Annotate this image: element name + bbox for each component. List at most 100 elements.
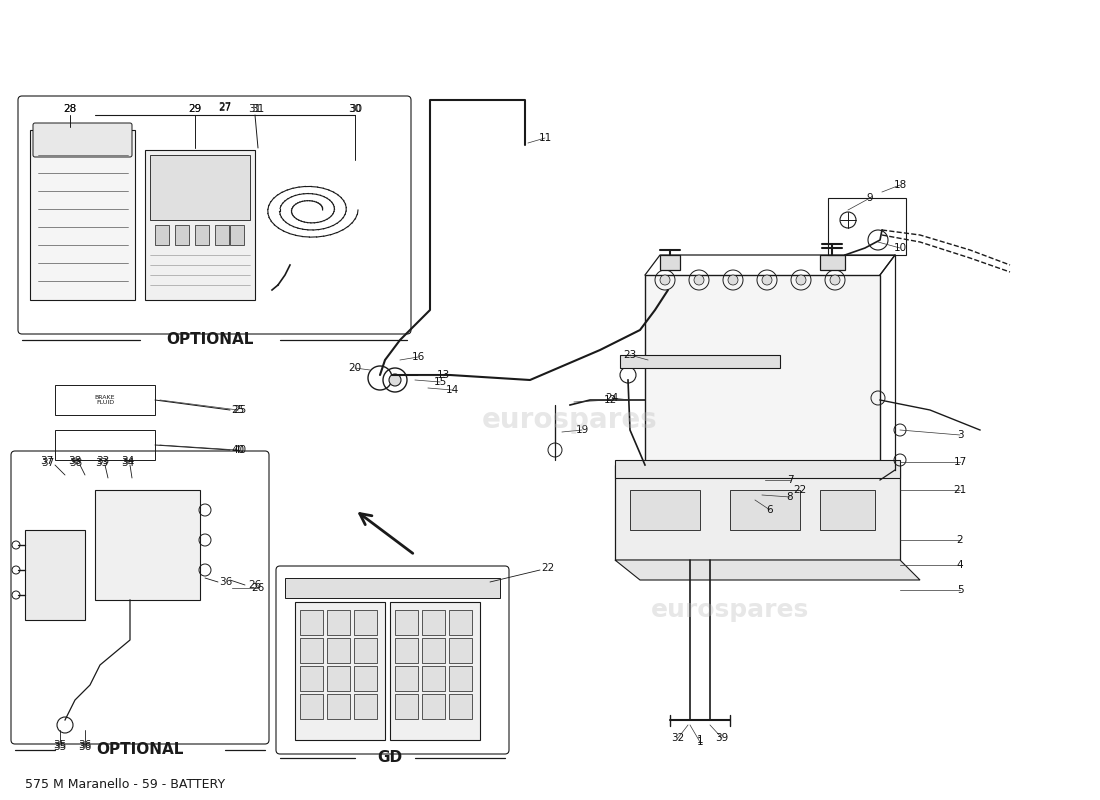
Text: 36: 36 xyxy=(78,740,91,750)
Text: 40: 40 xyxy=(231,445,244,455)
Bar xyxy=(395,610,418,635)
Text: 9: 9 xyxy=(867,193,873,203)
Circle shape xyxy=(728,275,738,285)
Text: 22: 22 xyxy=(793,485,806,495)
Text: 34: 34 xyxy=(121,456,134,466)
Text: 21: 21 xyxy=(954,485,967,495)
Text: 2: 2 xyxy=(957,535,964,545)
Circle shape xyxy=(762,275,772,285)
Bar xyxy=(390,602,480,740)
Bar xyxy=(730,490,800,530)
Bar xyxy=(155,225,169,245)
Text: 23: 23 xyxy=(624,350,637,360)
Text: 29: 29 xyxy=(188,104,201,114)
Text: 22: 22 xyxy=(541,563,554,573)
Bar xyxy=(395,638,418,663)
Text: 11: 11 xyxy=(538,133,551,143)
Text: 15: 15 xyxy=(433,377,447,387)
Circle shape xyxy=(796,275,806,285)
Text: 4: 4 xyxy=(957,560,964,570)
Bar xyxy=(449,666,472,691)
Text: 24: 24 xyxy=(605,393,618,403)
FancyBboxPatch shape xyxy=(33,123,132,157)
Circle shape xyxy=(694,275,704,285)
Text: 20: 20 xyxy=(349,363,362,373)
Text: 25: 25 xyxy=(231,405,244,415)
Text: 1: 1 xyxy=(696,735,703,745)
Text: 8: 8 xyxy=(786,492,793,502)
Text: 31: 31 xyxy=(252,104,265,114)
Bar xyxy=(620,355,780,368)
Text: 26: 26 xyxy=(249,580,262,590)
Bar xyxy=(30,130,135,300)
Text: 13: 13 xyxy=(437,370,450,380)
Bar xyxy=(300,694,323,719)
Text: 35: 35 xyxy=(54,742,67,752)
Bar xyxy=(300,610,323,635)
Bar xyxy=(214,225,229,245)
Bar xyxy=(828,198,906,255)
Polygon shape xyxy=(615,560,920,580)
Bar xyxy=(422,666,446,691)
Text: 10: 10 xyxy=(893,243,906,253)
Text: 27: 27 xyxy=(219,103,232,113)
Bar xyxy=(327,666,350,691)
Text: 33: 33 xyxy=(97,456,110,466)
Text: 34: 34 xyxy=(121,458,134,468)
Bar xyxy=(175,225,189,245)
Bar xyxy=(230,225,244,245)
Text: 35: 35 xyxy=(54,740,67,750)
Text: 26: 26 xyxy=(252,583,265,593)
Bar xyxy=(354,694,377,719)
Text: 37: 37 xyxy=(42,458,55,468)
Text: 28: 28 xyxy=(64,104,77,114)
Bar xyxy=(295,602,385,740)
Bar xyxy=(195,225,209,245)
Text: 25: 25 xyxy=(233,405,246,415)
Bar xyxy=(395,694,418,719)
Bar xyxy=(422,638,446,663)
Bar xyxy=(327,638,350,663)
Bar xyxy=(449,694,472,719)
Text: 30: 30 xyxy=(349,104,362,114)
Text: 7: 7 xyxy=(786,475,793,485)
Text: 37: 37 xyxy=(41,456,54,466)
Bar xyxy=(354,666,377,691)
Bar xyxy=(300,638,323,663)
Bar xyxy=(145,150,255,300)
Text: 38: 38 xyxy=(69,458,82,468)
Text: 36: 36 xyxy=(78,742,91,752)
Text: 38: 38 xyxy=(68,456,81,466)
Bar xyxy=(55,385,155,415)
Text: 16: 16 xyxy=(411,352,425,362)
Text: OPTIONAL: OPTIONAL xyxy=(97,742,184,758)
Bar xyxy=(645,275,880,480)
Text: 31: 31 xyxy=(249,104,262,114)
Text: 12: 12 xyxy=(604,395,617,405)
Circle shape xyxy=(830,275,840,285)
Bar xyxy=(354,638,377,663)
Bar xyxy=(422,694,446,719)
Bar xyxy=(55,430,155,460)
Bar xyxy=(327,610,350,635)
Text: eurospares: eurospares xyxy=(482,406,658,434)
Text: 30: 30 xyxy=(350,104,363,114)
Text: 1: 1 xyxy=(696,737,703,747)
Bar xyxy=(820,255,845,270)
Bar xyxy=(615,460,900,478)
Bar xyxy=(354,610,377,635)
Circle shape xyxy=(660,275,670,285)
Bar xyxy=(422,610,446,635)
Text: 6: 6 xyxy=(767,505,773,515)
Bar xyxy=(449,638,472,663)
Text: eurospares: eurospares xyxy=(651,598,810,622)
Bar xyxy=(395,666,418,691)
Bar xyxy=(820,490,874,530)
Text: GD: GD xyxy=(377,750,403,766)
Bar xyxy=(449,610,472,635)
Bar xyxy=(25,530,85,620)
Bar xyxy=(95,490,200,600)
Text: 32: 32 xyxy=(671,733,684,743)
Bar xyxy=(327,694,350,719)
Text: 3: 3 xyxy=(957,430,964,440)
